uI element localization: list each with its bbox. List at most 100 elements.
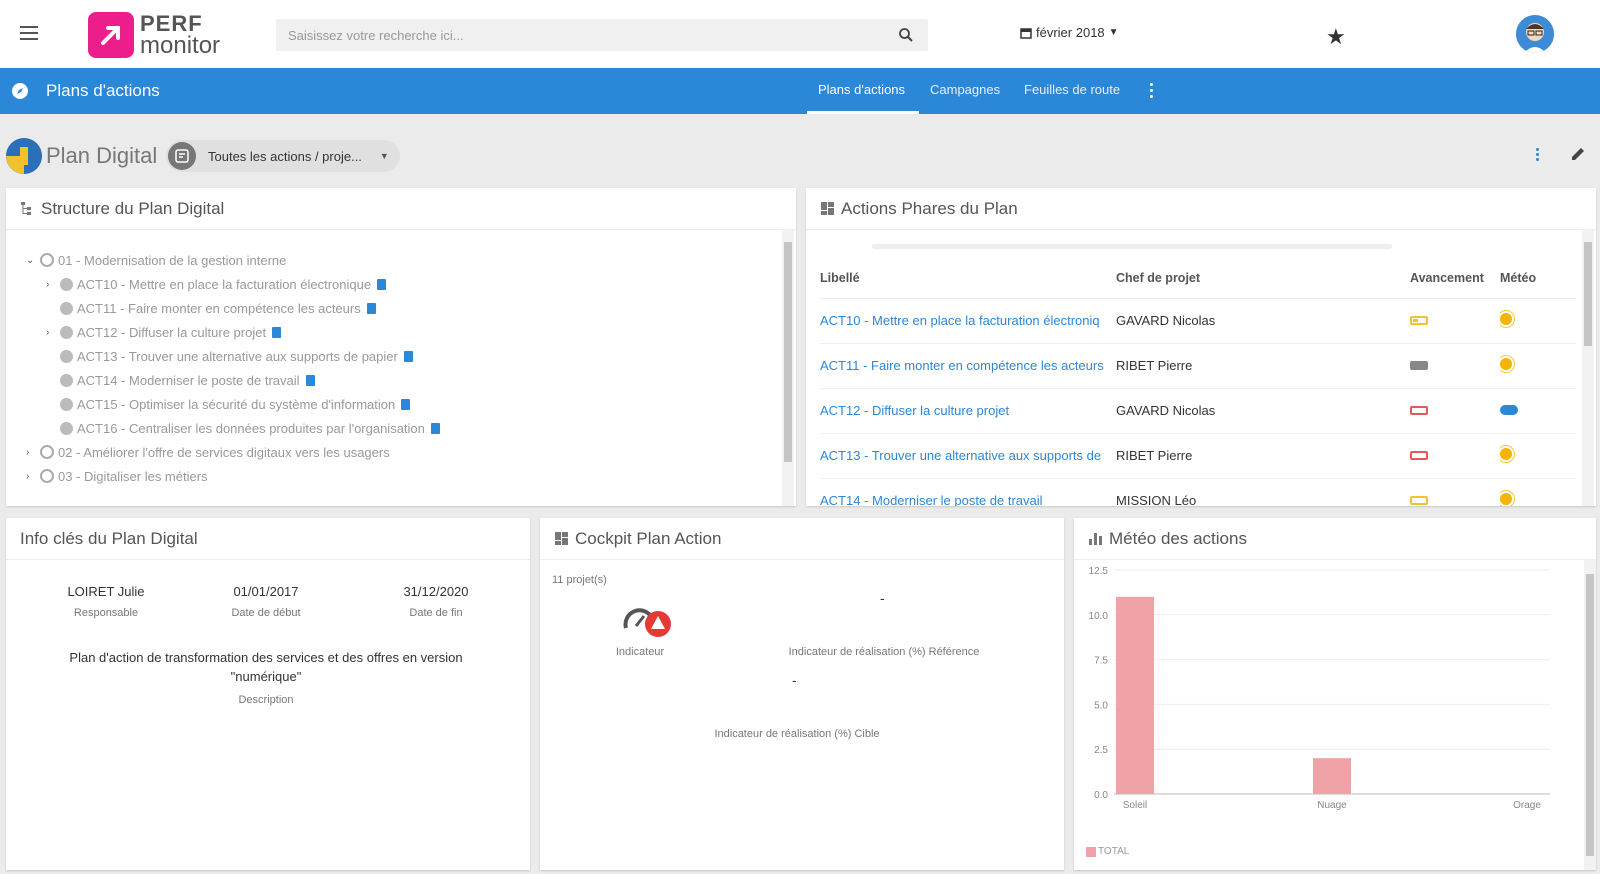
- status-icon: [40, 469, 54, 483]
- action-status-icon: [60, 325, 73, 339]
- action-status-icon: [60, 349, 73, 363]
- table-row[interactable]: ACT12 - Diffuser la culture projet GAVAR…: [820, 388, 1576, 434]
- legend-swatch: [1086, 846, 1096, 857]
- compass-icon: [12, 83, 28, 99]
- action-link[interactable]: ACT10 - Mettre en place la facturation é…: [820, 298, 1116, 344]
- cockpit-panel: Cockpit Plan Action 11 projet(s) Indicat…: [540, 518, 1064, 870]
- y-tick-label: 7.5: [1094, 656, 1108, 667]
- menu-icon[interactable]: [20, 26, 38, 40]
- action-link[interactable]: ACT14 - Moderniser le poste de travail: [820, 478, 1116, 506]
- meteo-chart-title: Météo des actions: [1109, 528, 1247, 548]
- chef-cell: RIBET Pierre: [1116, 343, 1410, 389]
- scrollbar-thumb[interactable]: [1584, 242, 1592, 346]
- tree-item[interactable]: ⌄ 01 - Modernisation de la gestion intern…: [26, 252, 287, 268]
- filter-label: Toutes les actions / proje...: [208, 148, 362, 164]
- chevron-right-icon[interactable]: ›: [46, 326, 50, 338]
- edit-pencil-icon[interactable]: [1570, 146, 1586, 162]
- chevron-right-icon[interactable]: ›: [26, 470, 30, 482]
- table-row[interactable]: ACT11 - Faire monter en compétence les a…: [820, 343, 1576, 389]
- avancement-cell: [1410, 478, 1500, 506]
- structure-scrollbar[interactable]: [782, 230, 794, 506]
- chevron-down-icon[interactable]: ⌄: [26, 254, 35, 266]
- document-icon[interactable]: [305, 374, 315, 386]
- tree-item[interactable]: ACT13 - Trouver une alternative aux supp…: [60, 346, 413, 366]
- legend-label: TOTAL: [1098, 846, 1130, 857]
- date-picker[interactable]: février 2018 ▼: [1020, 25, 1119, 40]
- y-tick-label: 5.0: [1094, 700, 1108, 711]
- dashboard-icon: [555, 532, 568, 545]
- actions-phares-title: Actions Phares du Plan: [841, 198, 1018, 218]
- tab-feuilles-de-route[interactable]: Feuilles de route: [1024, 82, 1121, 97]
- structure-panel: Structure du Plan Digital ⌄ 01 - Modernis…: [6, 188, 796, 506]
- cockpit-title: Cockpit Plan Action: [575, 528, 722, 548]
- document-icon[interactable]: [401, 398, 411, 410]
- document-icon[interactable]: [403, 350, 413, 362]
- bar-soleil: [1116, 596, 1154, 794]
- y-tick-label: 2.5: [1094, 745, 1108, 756]
- sun-icon: [1500, 313, 1512, 325]
- cible-value: -: [792, 672, 797, 688]
- table-row[interactable]: ACT14 - Moderniser le poste de travail M…: [820, 478, 1576, 506]
- tree-item[interactable]: ACT11 - Faire monter en compétence les a…: [60, 298, 376, 318]
- meteo-cell: [1500, 433, 1576, 479]
- actions-filter-dropdown[interactable]: Toutes les actions / proje... ▼: [166, 140, 400, 172]
- tree-item[interactable]: ACT14 - Moderniser le poste de travail: [60, 370, 315, 390]
- document-icon[interactable]: [272, 326, 282, 338]
- document-icon[interactable]: [377, 278, 387, 290]
- projects-count: 11 projet(s): [552, 574, 607, 586]
- favorite-star-icon[interactable]: ★: [1326, 24, 1346, 49]
- indicateur-label: Indicateur: [615, 646, 665, 658]
- app-logo[interactable]: PERF monitor: [88, 12, 220, 58]
- col-header-libelle[interactable]: Libellé: [820, 258, 1116, 299]
- plan-logo-icon: [6, 138, 42, 174]
- table-row[interactable]: ACT13 - Trouver une alternative aux supp…: [820, 433, 1576, 479]
- tab-campagnes[interactable]: Campagnes: [930, 82, 1001, 97]
- table-row[interactable]: ACT10 - Mettre en place la facturation é…: [820, 298, 1576, 344]
- col-header-meteo[interactable]: Météo: [1500, 258, 1576, 299]
- caret-down-icon: ▼: [379, 151, 389, 161]
- tree-item[interactable]: › 02 - Améliorer l'offre de services digi…: [26, 444, 390, 460]
- chef-cell: MISSION Léo: [1116, 478, 1410, 506]
- tab-plans-actions[interactable]: Plans d'actions: [818, 82, 906, 97]
- document-icon[interactable]: [366, 302, 376, 314]
- action-link[interactable]: ACT11 - Faire monter en compétence les a…: [820, 343, 1116, 389]
- date-fin-field: 31/12/2020 Date de fin: [403, 584, 469, 619]
- more-vertical-icon[interactable]: [1150, 83, 1154, 99]
- col-header-chef[interactable]: Chef de projet: [1116, 258, 1410, 299]
- tree-item[interactable]: › ACT12 - Diffuser la culture projet: [46, 322, 282, 342]
- avancement-cell: [1410, 298, 1500, 344]
- tree-item[interactable]: ACT15 - Optimiser la sécurité du système…: [60, 394, 411, 414]
- status-icon: [40, 445, 54, 459]
- tree-item[interactable]: ACT16 - Centraliser les données produite…: [60, 418, 440, 438]
- search-input[interactable]: [276, 19, 928, 51]
- action-link[interactable]: ACT12 - Diffuser la culture projet: [820, 388, 1116, 434]
- tree-structure-icon: [21, 202, 31, 215]
- document-icon[interactable]: [430, 422, 440, 434]
- chevron-right-icon[interactable]: ›: [46, 278, 50, 290]
- meteo-cell: [1500, 388, 1576, 434]
- section-nav-bar: Plans d'actions Plans d'actions Campagne…: [0, 68, 1600, 114]
- actions-table: Libellé Chef de projet Avancement Météo …: [820, 258, 1576, 506]
- action-link[interactable]: ACT13 - Trouver une alternative aux supp…: [820, 433, 1116, 479]
- tree-item[interactable]: › 03 - Digitaliser les métiers: [26, 468, 208, 484]
- search-icon[interactable]: [898, 27, 914, 43]
- actions-scrollbar[interactable]: [1582, 230, 1594, 506]
- chart-scrollbar[interactable]: [1584, 560, 1596, 870]
- chef-cell: GAVARD Nicolas: [1116, 298, 1410, 344]
- horizontal-scrollbar[interactable]: [872, 244, 1392, 249]
- plan-title: Plan Digital: [46, 143, 158, 168]
- cible-label: Indicateur de réalisation (%) Cible: [714, 728, 880, 740]
- scrollbar-thumb[interactable]: [784, 242, 792, 462]
- tree-item[interactable]: › ACT10 - Mettre en place la facturation …: [46, 274, 387, 294]
- sun-icon: [1500, 448, 1512, 460]
- x-tick-label: Orage: [1513, 800, 1541, 811]
- x-tick-label: Nuage: [1317, 800, 1347, 811]
- calendar-icon: [1020, 27, 1032, 39]
- more-vertical-icon[interactable]: [1536, 148, 1539, 163]
- user-avatar[interactable]: [1516, 15, 1554, 53]
- chevron-right-icon[interactable]: ›: [26, 446, 30, 458]
- col-header-avancement[interactable]: Avancement: [1410, 258, 1500, 299]
- chart-legend[interactable]: TOTAL: [1086, 846, 1129, 857]
- logo-text-monitor: monitor: [140, 32, 221, 59]
- scrollbar-thumb[interactable]: [1586, 574, 1594, 856]
